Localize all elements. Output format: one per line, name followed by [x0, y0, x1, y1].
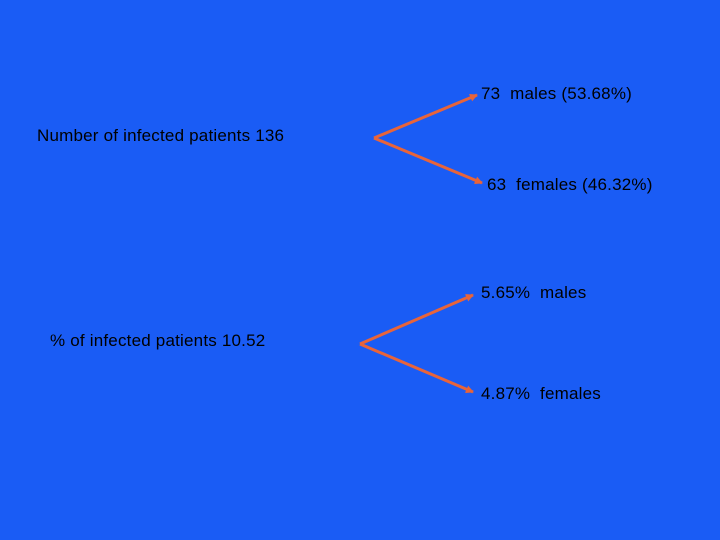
arrow-group2-bottom [359, 342, 474, 394]
arrow-group1-bottom [373, 136, 483, 185]
group1-source-label: Number of infected patients 136 [37, 126, 285, 145]
group2-source-label: % of infected patients 10.52 [50, 331, 266, 350]
group1-males-label: 73 males (53.68%) [481, 84, 633, 103]
group2-females-label: 4.87% females [481, 384, 601, 403]
arrow-group1-top [373, 93, 478, 140]
arrow-group2-top [359, 293, 474, 346]
group2-males-label: 5.65% males [481, 283, 587, 302]
group1-females-label: 63 females (46.32%) [487, 175, 653, 194]
